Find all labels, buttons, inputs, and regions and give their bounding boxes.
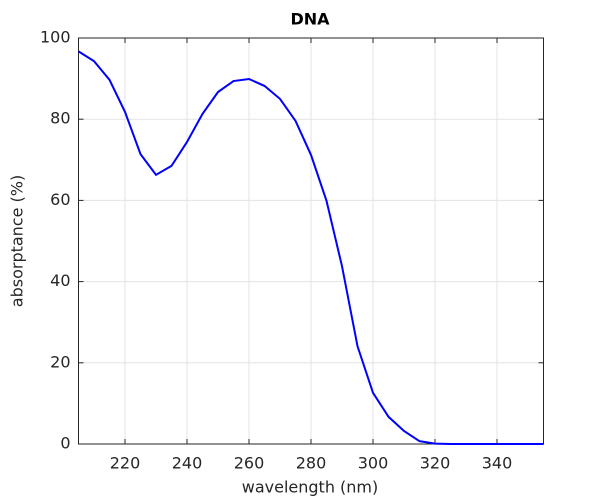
x-tick-label: 320 xyxy=(420,454,451,473)
x-tick-label: 340 xyxy=(482,454,513,473)
y-axis-label: absorptance (%) xyxy=(8,175,27,307)
plot-frame xyxy=(78,37,544,445)
data-line xyxy=(77,50,544,445)
x-tick-label: 300 xyxy=(358,454,389,473)
y-tick-label: 60 xyxy=(50,190,70,209)
y-tick-label: 40 xyxy=(50,271,70,290)
y-tick-label: 100 xyxy=(40,28,71,47)
chart-title: DNA xyxy=(290,10,330,29)
y-tick-label: 80 xyxy=(50,109,70,128)
x-tick-label: 240 xyxy=(172,454,203,473)
y-tick-label: 0 xyxy=(60,434,70,453)
x-tick-label: 280 xyxy=(296,454,327,473)
y-tick-label: 20 xyxy=(50,352,70,371)
x-tick-label: 220 xyxy=(110,454,141,473)
x-tick-label: 260 xyxy=(234,454,265,473)
x-axis-label: wavelength (nm) xyxy=(242,478,379,497)
